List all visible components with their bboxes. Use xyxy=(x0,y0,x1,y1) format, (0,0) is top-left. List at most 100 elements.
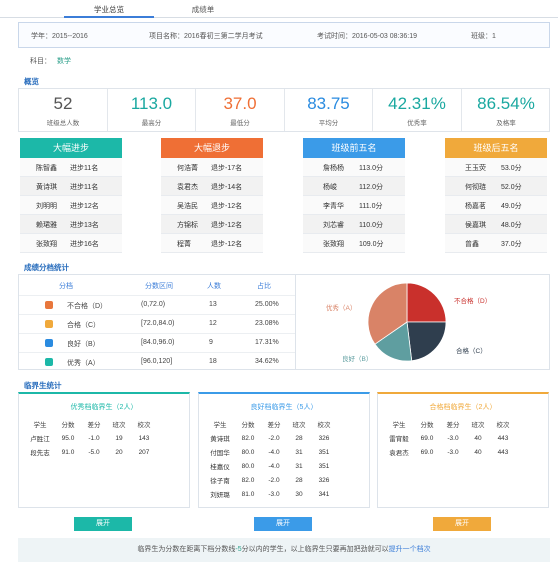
stat-value: 42.31% xyxy=(388,94,446,113)
pie-slice-c[interactable] xyxy=(406,321,447,362)
student-name: 段先志 xyxy=(30,450,50,457)
col-range: 分数区间 xyxy=(145,283,173,290)
pie-label-d: 不合格（D） xyxy=(454,298,492,305)
column-header: 班次 xyxy=(112,421,126,429)
student-name: 方锦标 xyxy=(177,222,198,229)
pie-slice-a[interactable] xyxy=(367,282,408,345)
stat-value: 113.0 xyxy=(130,94,173,113)
ranking-row: 杨峻 112.0分 xyxy=(303,177,405,196)
student-name: 袁君杰 xyxy=(389,450,409,457)
overview-title: 概览 xyxy=(24,77,39,86)
score-gap: -2.0 xyxy=(268,476,280,484)
subject-value[interactable]: 数学 xyxy=(57,58,71,65)
school-rank: 326 xyxy=(318,476,330,484)
school-rank: 443 xyxy=(497,434,509,442)
column-header: 学生 xyxy=(392,421,406,429)
score-gap: -4.0 xyxy=(268,462,280,470)
grade-name: 优秀（A） xyxy=(67,360,100,367)
column-header: 班次 xyxy=(292,421,306,429)
ranking-row: 何浩菁 退步-17名 xyxy=(161,158,263,177)
distribution-row: 优秀（A） [96.0,120] 18 34.62% xyxy=(19,352,295,370)
class-rank: 28 xyxy=(295,476,303,484)
score: 82.0 xyxy=(241,434,255,442)
student-name: 何浩菁 xyxy=(177,165,198,172)
score: 53.0分 xyxy=(501,165,522,172)
pie-slice-b[interactable] xyxy=(374,321,413,362)
student-count: 9 xyxy=(209,339,213,346)
rank-change: 退步-12名 xyxy=(211,241,243,248)
grade-distribution-table: 分档 分数区间 人数 占比 不合格（D） (0,72.0) 13 25.00% 合格（C… xyxy=(18,274,296,370)
ranking-row: 张致翔 109.0分 xyxy=(303,234,405,253)
score: 81.0 xyxy=(241,490,255,498)
note-middle: 分以内的学生，以上临界生只要再加把劲就可以 xyxy=(241,546,389,553)
student-count: 12 xyxy=(209,320,217,327)
school-rank: 351 xyxy=(318,462,330,470)
ranking-row: 杨嘉茗 49.0分 xyxy=(445,196,547,215)
stat-label: 班级总人数 xyxy=(46,120,80,127)
grade-color-swatch xyxy=(45,339,53,347)
ranking-row: 何彻琏 52.0分 xyxy=(445,177,547,196)
col-percent: 占比 xyxy=(257,283,271,290)
score: 69.0 xyxy=(420,448,434,456)
distribution-row: 不合格（D） (0,72.0) 13 25.00% xyxy=(19,295,295,313)
column-header: 班次 xyxy=(471,421,485,429)
project-name: 项目名称：2016春初三第二学月考试 xyxy=(149,33,263,40)
student-count: 18 xyxy=(209,358,217,365)
class-rank: 31 xyxy=(295,448,303,456)
class-rank: 20 xyxy=(115,448,123,456)
stats-panel: 52 班级总人数 113.0 最高分 37.0 最低分 83.75 平均分 42.31% 优秀率 8… xyxy=(18,88,550,132)
score: 95.0 xyxy=(61,434,75,442)
good-critical-expand-button[interactable]: 展开 xyxy=(254,517,312,531)
ranking-most-declined: 大幅退步 何浩菁 退步-17名 袁君杰 退步-14名 吴浩民 退步-12名 方锦标 退步-12名… xyxy=(161,138,263,253)
score: 113.0分 xyxy=(359,165,383,172)
pass-critical-expand-button[interactable]: 展开 xyxy=(433,517,491,531)
student-name: 袁君杰 xyxy=(177,184,198,191)
excellent-critical-box: 优秀档临界生（2人） 学生 分数 差分 班次 校次 卢胜江 95.0 -1.0 19 143 段先志 9… xyxy=(18,392,190,508)
ranking-row: 黄诗琪 进步11名 xyxy=(20,177,122,196)
score: 37.0分 xyxy=(501,241,522,248)
stat-label: 优秀率 xyxy=(407,120,427,127)
ranking-row: 刘明明 进步12名 xyxy=(20,196,122,215)
student-name: 赖珺雅 xyxy=(36,222,57,229)
tab-report-card[interactable]: 成绩单 xyxy=(191,5,215,14)
grade-pie-chart: 不合格（D） 合格（C） 良好（B） 优秀（A） xyxy=(296,274,550,370)
column-header: 学生 xyxy=(33,421,47,429)
student-name: 杨峻 xyxy=(323,184,337,191)
distribution-title: 成绩分档统计 xyxy=(24,263,69,272)
stat-pass-rate: 86.54% 及格率 xyxy=(462,89,550,131)
stat-max-score: 113.0 最高分 xyxy=(108,89,196,131)
critical-table: 学生 分数 差分 班次 校次 雷宵毅 69.0 -3.0 40 443 袁君杰 69.0 -3.0 40 4… xyxy=(384,416,516,459)
student-name: 刘芯睿 xyxy=(323,222,344,229)
critical-title: 临界生统计 xyxy=(24,381,62,390)
score-gap: -2.0 xyxy=(268,434,280,442)
tab-overview[interactable]: 学业总览 xyxy=(64,3,154,18)
student-name: 付国华 xyxy=(210,450,230,457)
rank-change: 进步13名 xyxy=(70,222,99,229)
table-row: 袁君杰 69.0 -3.0 40 443 xyxy=(384,445,516,459)
table-row: 付国华 80.0 -4.0 31 351 xyxy=(205,445,337,459)
score-gap: -4.0 xyxy=(268,448,280,456)
ranking-row: 李青华 111.0分 xyxy=(303,196,405,215)
score: 80.0 xyxy=(241,462,255,470)
stat-label: 最高分 xyxy=(141,120,162,127)
table-row: 段先志 91.0 -5.0 20 207 xyxy=(25,445,157,459)
school-rank: 443 xyxy=(497,448,509,456)
rank-change: 进步11名 xyxy=(70,184,99,191)
student-name: 杨嘉茗 xyxy=(465,203,486,210)
critical-table-header: 学生 分数 差分 班次 校次 xyxy=(205,416,337,431)
student-name: 程菁 xyxy=(177,241,191,248)
score-gap: -3.0 xyxy=(447,448,459,456)
critical-table-header: 学生 分数 差分 班次 校次 xyxy=(25,416,157,431)
note-link[interactable]: 提升一个档次 xyxy=(388,546,431,553)
pie-slice-d[interactable] xyxy=(406,282,447,323)
ranking-row: 袁君杰 退步-14名 xyxy=(161,177,263,196)
column-header: 分数 xyxy=(420,421,434,429)
col-grade: 分档 xyxy=(59,283,73,290)
note-threshold: -5 xyxy=(235,546,242,553)
percentage: 17.31% xyxy=(255,339,279,346)
column-header: 分数 xyxy=(61,421,75,429)
excellent-critical-expand-button[interactable]: 展开 xyxy=(74,517,132,531)
column-header: 差分 xyxy=(267,421,281,429)
ranking-row: 詹杨杨 113.0分 xyxy=(303,158,405,177)
score: 48.0分 xyxy=(501,222,522,229)
